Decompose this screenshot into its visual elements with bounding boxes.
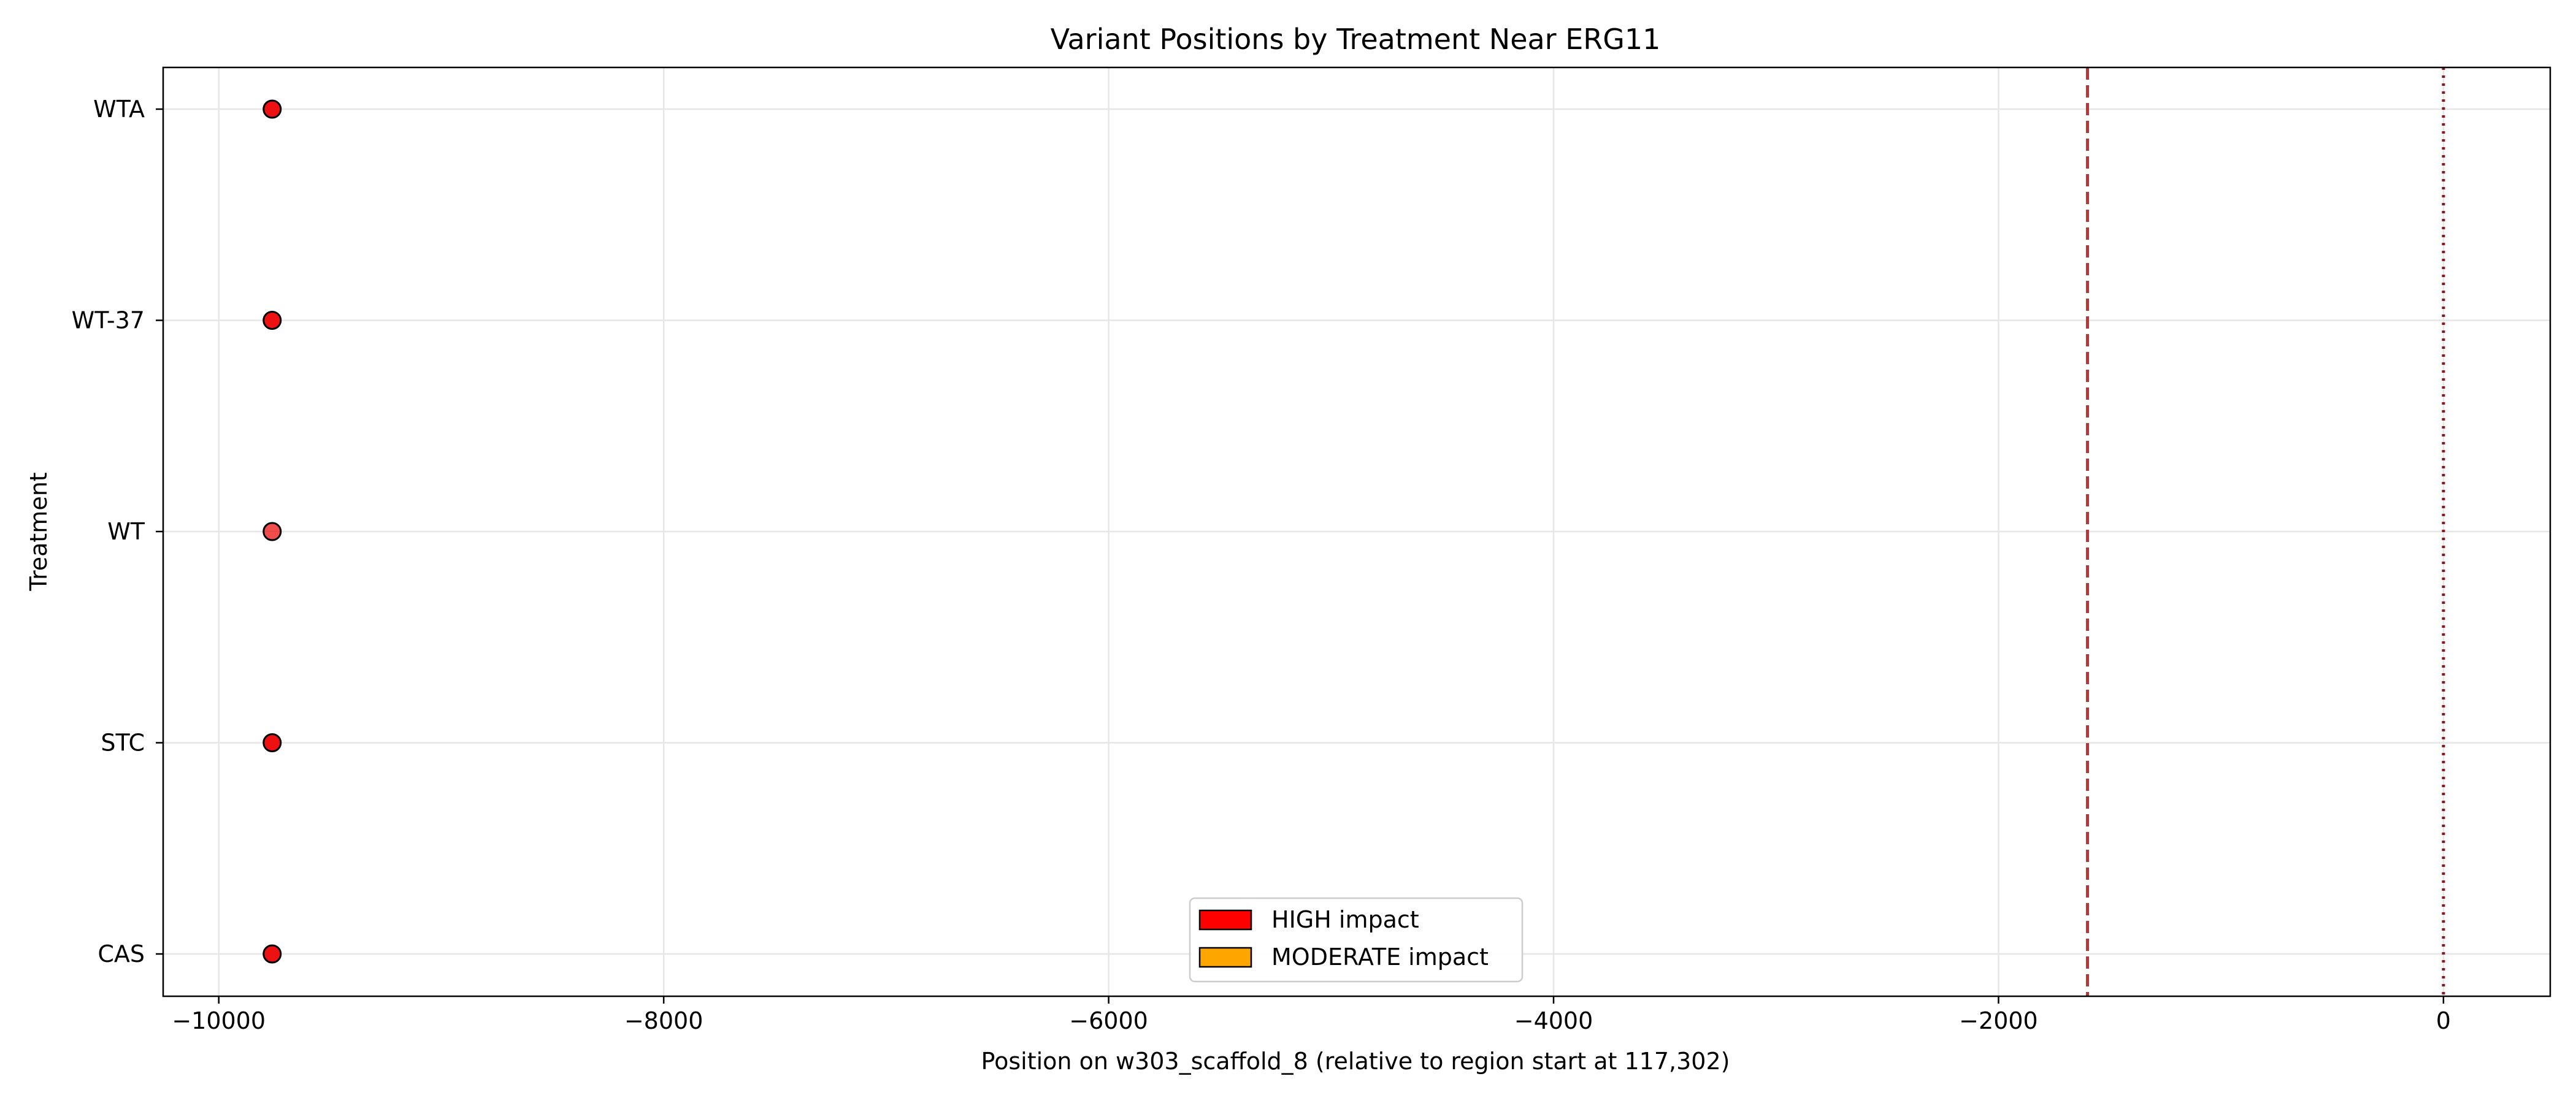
chart-title: Variant Positions by Treatment Near ERG1… [1051,23,1661,56]
x-tick-label: −8000 [624,1007,703,1034]
x-tick-label: −6000 [1069,1007,1148,1034]
legend-label: MODERATE impact [1271,944,1489,971]
y-tick-label: WT [107,518,145,545]
y-axis-ticks: CAS STC WT WT-37 WTA [72,96,163,967]
y-tick-label: STC [101,730,145,757]
x-axis-label: Position on w303_scaffold_8 (relative to… [981,1048,1730,1075]
x-tick-label: 0 [2436,1007,2451,1034]
y-axis-label: Treatment [25,472,52,591]
y-tick-label: CAS [98,940,145,967]
reference-lines [2086,67,2445,996]
legend-swatch [1198,947,1252,968]
data-point-wta [263,99,282,119]
data-point-wt [263,522,282,541]
grid-layer [163,67,2550,996]
x-tick-label: −2000 [1959,1007,2038,1034]
data-point-wt-37 [263,311,282,330]
legend-label: HIGH impact [1271,906,1419,933]
x-axis-ticks: −10000 −8000 −6000 −4000 −2000 0 [172,996,2451,1034]
x-tick-label: −10000 [172,1007,266,1034]
data-point-cas [263,944,282,964]
legend: HIGH impact MODERATE impact [1189,897,1524,983]
y-tick-label: WT-37 [72,307,145,334]
data-points [263,99,282,964]
x-tick-label: −4000 [1514,1007,1593,1034]
legend-box [1189,897,1524,983]
data-point-stc [263,733,282,752]
y-tick-label: WTA [93,96,145,123]
legend-swatch [1198,909,1252,931]
